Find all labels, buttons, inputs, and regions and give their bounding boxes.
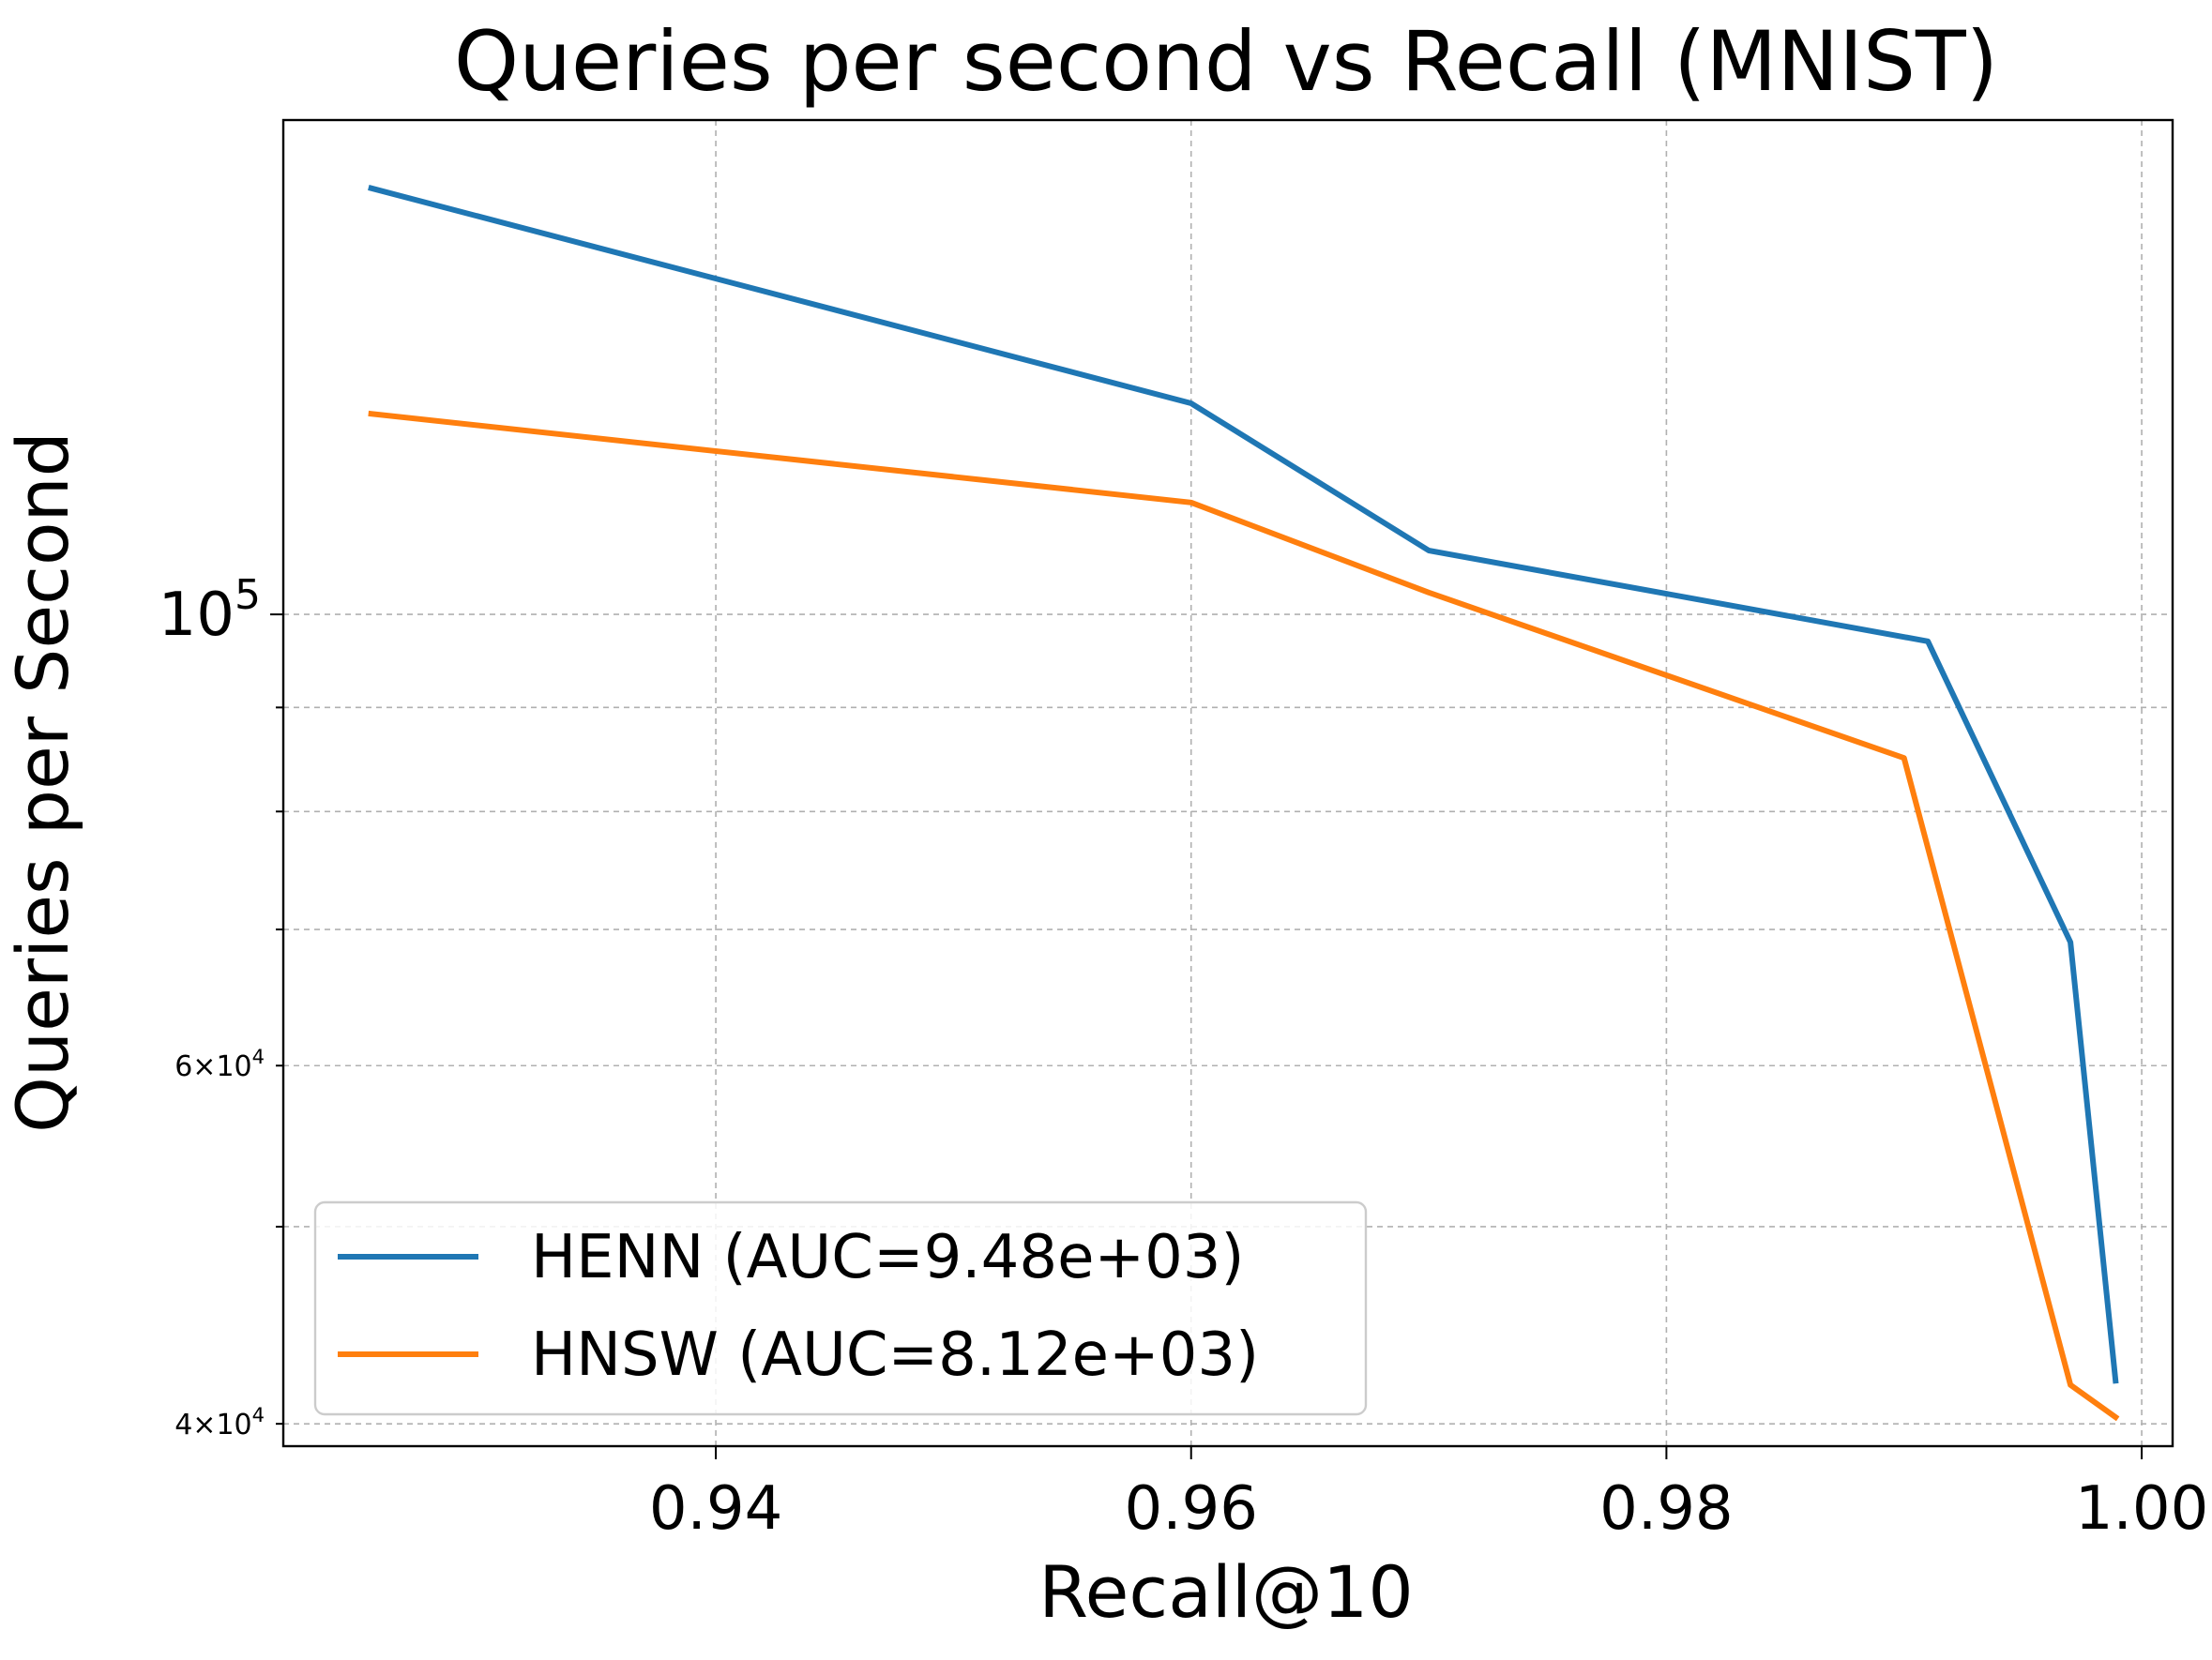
y-axis-label: Queries per Second: [1, 431, 84, 1133]
chart-title: Queries per second vs Recall (MNIST): [454, 13, 1998, 110]
x-tick-label: 0.96: [1124, 1474, 1258, 1544]
plot-area-frame: [281, 118, 2174, 1448]
x-tick-label: 0.98: [1599, 1474, 1734, 1544]
legend-label-1: HNSW (AUC=8.12e+03): [531, 1320, 1259, 1390]
y-major-tick-label: 105: [159, 571, 261, 650]
series-line-0: [368, 185, 2119, 1384]
series-line-1: [368, 410, 2120, 1422]
y-minor-tick-label: 6×104: [174, 1046, 265, 1083]
x-tick-label: 0.94: [649, 1474, 783, 1544]
ticks-layer: 0.94 0.96 0.98 1.00 105 4×104 6×104: [159, 571, 2209, 1544]
y-minor-tick-label: 4×104: [174, 1404, 265, 1441]
series-layer: [368, 185, 2120, 1422]
x-tick-label: 1.00: [2075, 1474, 2209, 1544]
legend: HENN (AUC=9.48e+03) HNSW (AUC=8.12e+03): [313, 1200, 1368, 1416]
legend-box: [313, 1200, 1368, 1416]
legend-label-0: HENN (AUC=9.48e+03): [531, 1223, 1244, 1292]
x-axis-label: Recall@10: [1038, 1550, 1413, 1634]
